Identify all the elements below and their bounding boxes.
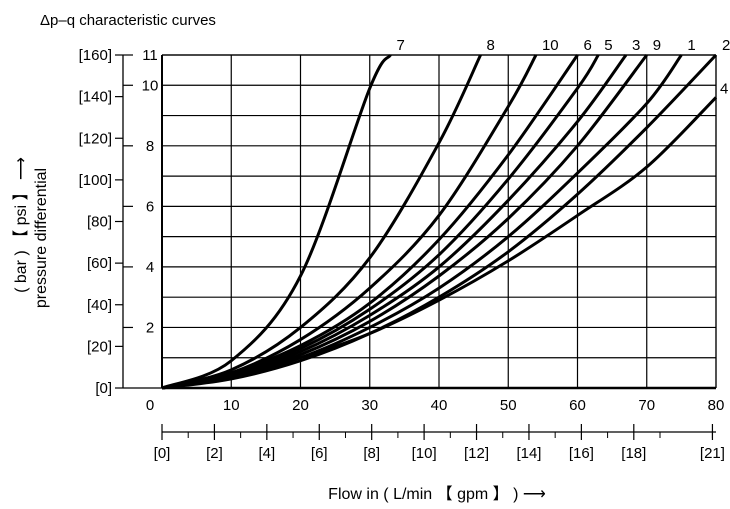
curve-label-2: 2 — [722, 37, 730, 54]
y-axis-title-bottom: pressure differential — [33, 168, 50, 308]
x-tick-label: 10 — [223, 397, 240, 414]
y-tick-label: 11 — [142, 47, 158, 64]
y-tick-label: 8 — [146, 138, 154, 155]
gpm-tick-label: [10] — [412, 445, 437, 462]
x-tick-label: 40 — [431, 397, 448, 414]
y-tick-label: 2 — [146, 319, 154, 336]
x-tick-label: 60 — [569, 397, 586, 414]
y2-tick-labels: [0] [20] [40] [60] [80] [100] [120] [140] [160] — [79, 47, 123, 397]
grid — [162, 54, 717, 388]
curves — [161, 53, 718, 390]
gpm-tick-label: [14] — [516, 445, 541, 462]
curve-5 — [161, 54, 600, 390]
curve-4 — [161, 96, 718, 390]
curve-2 — [161, 53, 718, 390]
psi-tick-label: [0] — [95, 380, 112, 397]
curve-label-10: 10 — [542, 37, 559, 54]
x-tick-label: 70 — [638, 397, 655, 414]
curve-1 — [161, 54, 683, 390]
axes — [122, 54, 717, 433]
curve-label-1: 1 — [687, 37, 695, 54]
gpm-tick-label: [8] — [363, 445, 380, 462]
psi-tick-label: [40] — [87, 297, 112, 314]
gpm-tick-label: [18] — [621, 445, 646, 462]
curve-label-9: 9 — [653, 37, 661, 54]
chart-title: Δp–q characteristic curves — [40, 12, 216, 29]
curve-8 — [161, 54, 482, 390]
curve-label-6: 6 — [584, 37, 592, 54]
curve-label-7: 7 — [397, 37, 405, 54]
gpm-tick-label: [4] — [259, 445, 276, 462]
curve-9 — [161, 54, 648, 390]
curve-label-5: 5 — [604, 37, 612, 54]
curve-label-3: 3 — [632, 37, 640, 54]
curve-labels: 7 8 10 6 5 3 9 1 2 4 — [397, 37, 730, 97]
gpm-tick-label: [2] — [206, 445, 223, 462]
psi-tick-label: [120] — [79, 130, 112, 147]
y-tick-label: 4 — [146, 259, 154, 276]
psi-tick-label: [80] — [87, 214, 112, 231]
y-tick-label: 10 — [142, 77, 159, 94]
curve-label-8: 8 — [487, 37, 495, 54]
gpm-tick-label: [6] — [311, 445, 328, 462]
curve-7 — [161, 54, 392, 390]
y-axis-title-top: ( bar ) 【 psi 】 ⟶ — [13, 157, 30, 293]
x-tick-labels: 0 10 20 30 40 50 60 70 80 — [146, 397, 725, 414]
gpm-tick-label: [0] — [154, 445, 171, 462]
psi-tick-label: [60] — [87, 255, 112, 272]
gpm-tick-label: [21] — [700, 445, 725, 462]
y-tick-labels: 2 4 6 8 10 11 — [123, 47, 158, 336]
x-axis-title: Flow in ( L/min 【 gpm 】 ) ⟶ — [328, 486, 546, 503]
x-tick-label: 50 — [500, 397, 517, 414]
y-tick-label: 6 — [146, 198, 154, 215]
x-tick-label: 30 — [361, 397, 378, 414]
psi-tick-label: [100] — [79, 172, 112, 189]
x-tick-label: 0 — [146, 397, 154, 414]
x2-tick-labels: [0] [2] [4] [6] [8] [10] [12] [14] [16] [18] [21] — [154, 424, 725, 462]
psi-tick-label: [160] — [79, 47, 112, 64]
x-tick-label: 20 — [292, 397, 309, 414]
psi-tick-label: [140] — [79, 89, 112, 106]
x-tick-label: 80 — [708, 397, 725, 414]
curve-label-4: 4 — [720, 80, 728, 97]
gpm-tick-label: [12] — [464, 445, 489, 462]
psi-tick-label: [20] — [87, 338, 112, 355]
gpm-tick-label: [16] — [569, 445, 594, 462]
